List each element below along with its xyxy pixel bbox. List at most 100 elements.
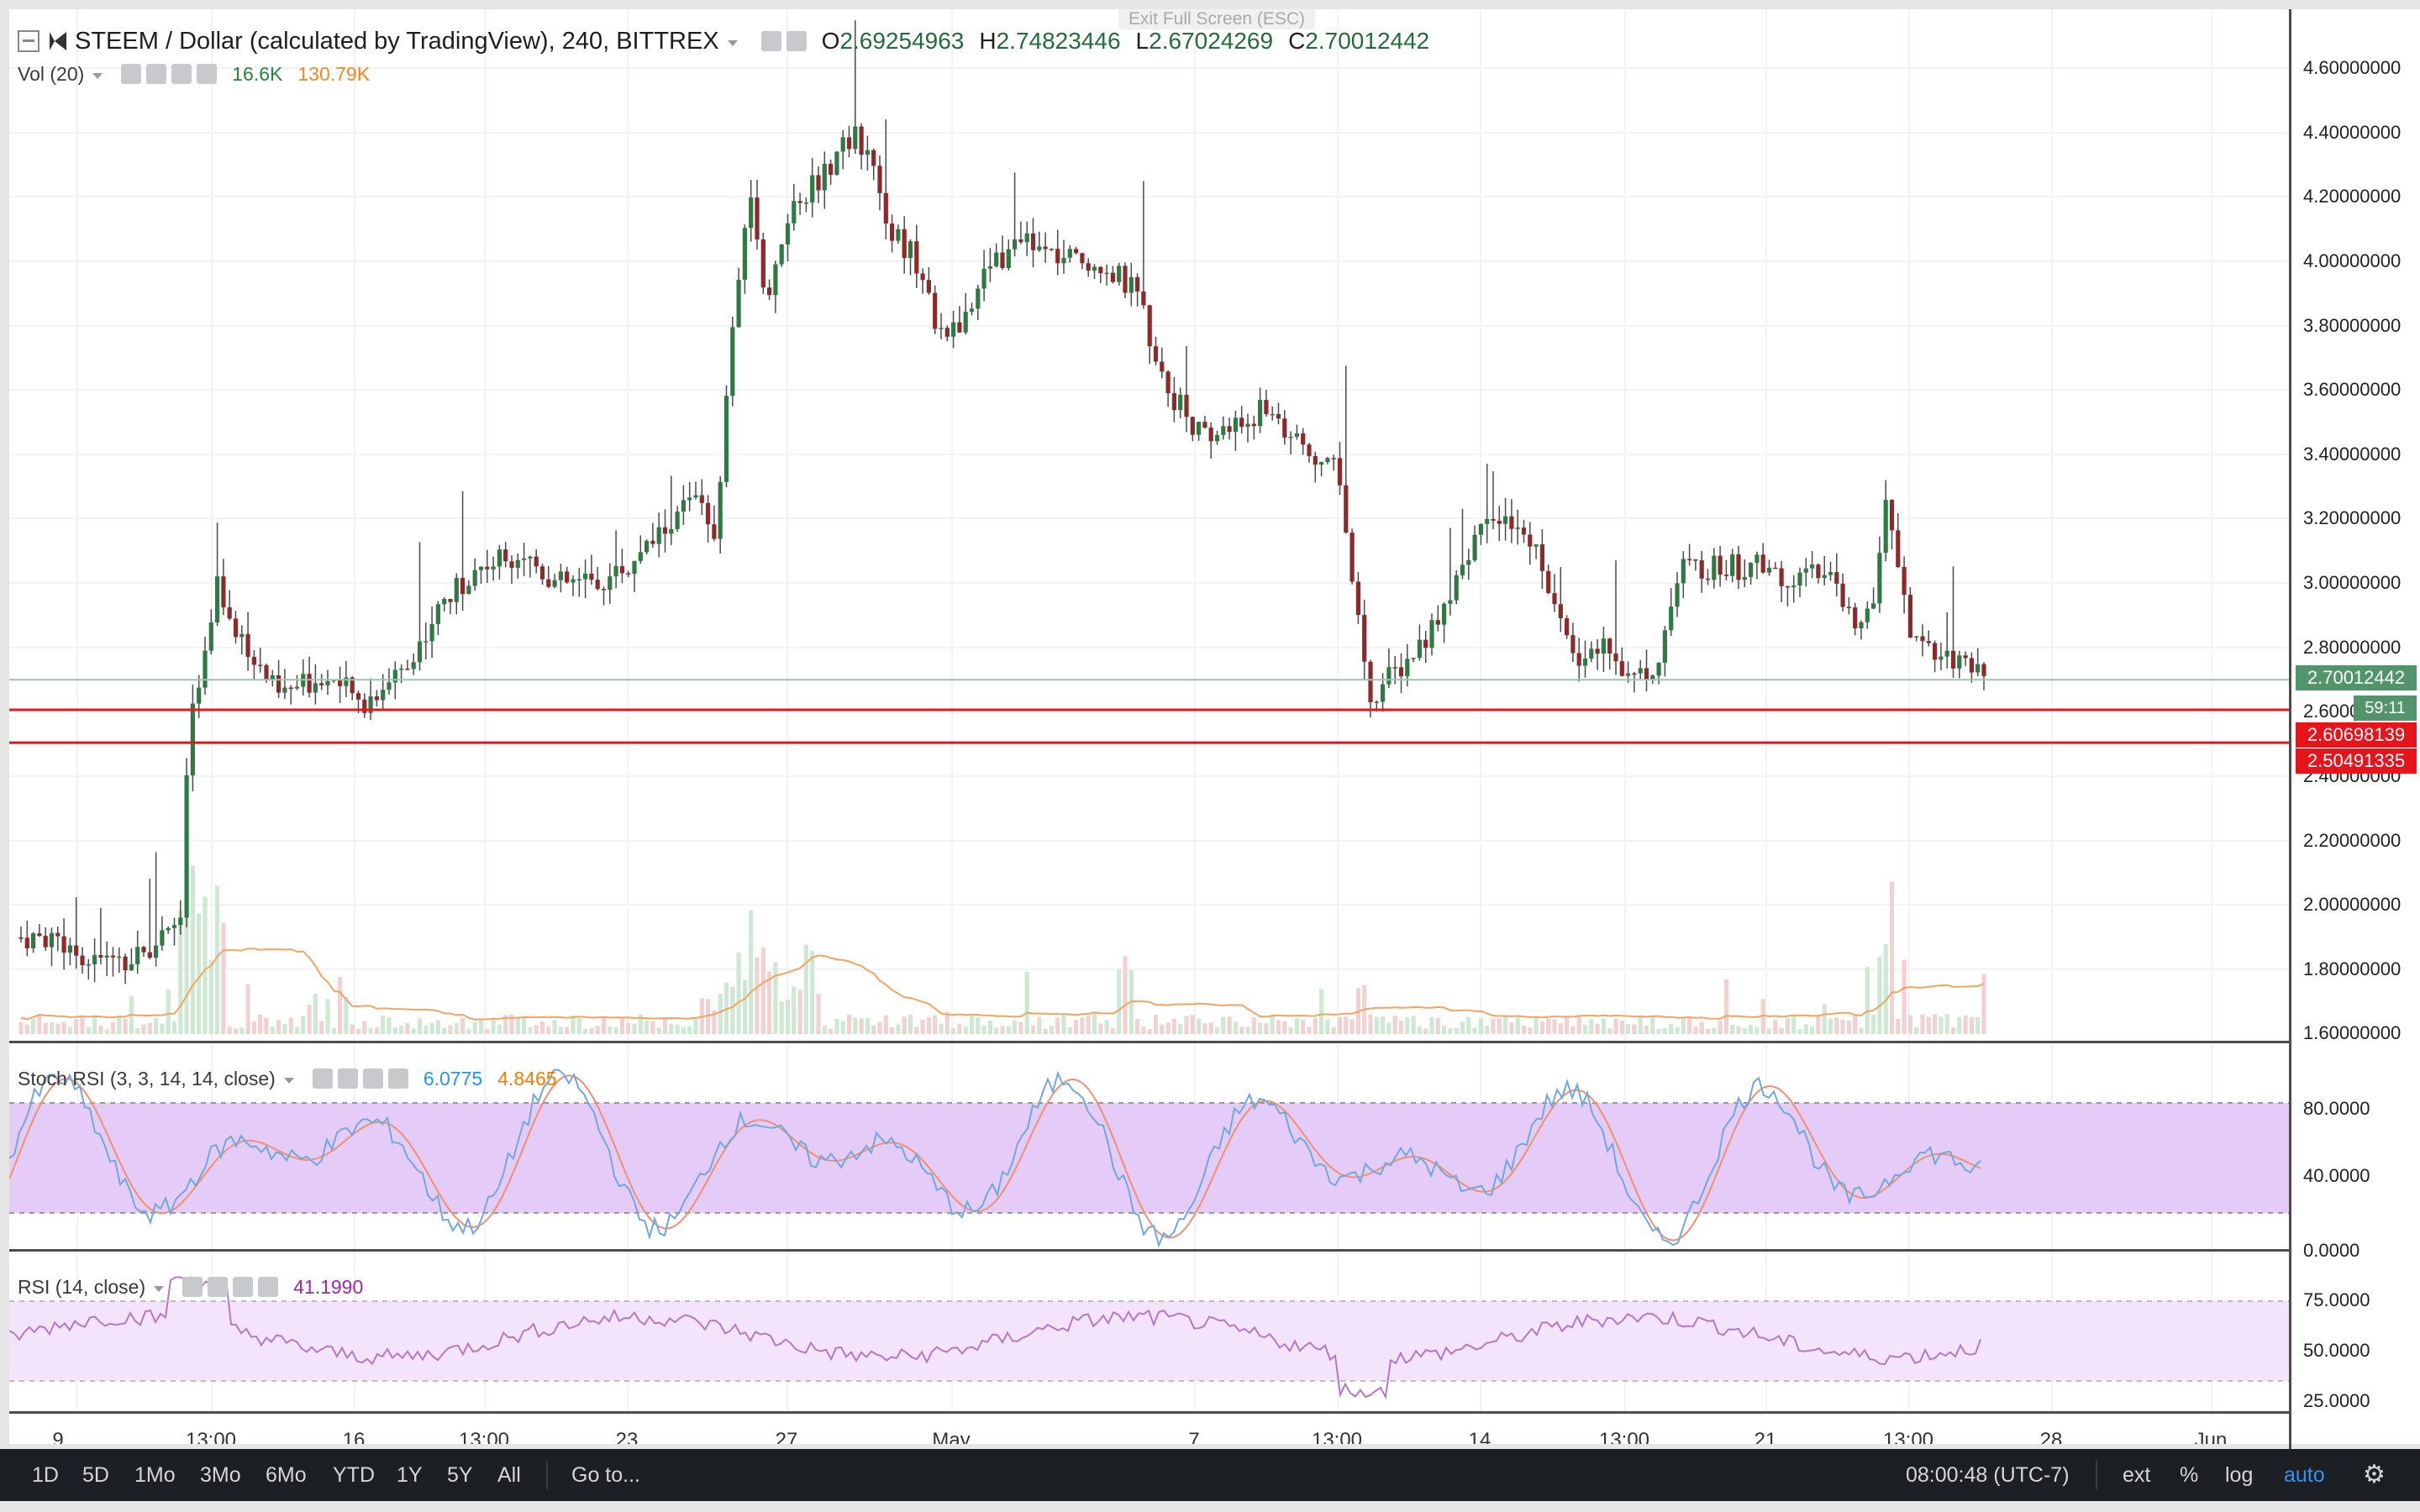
candle-body — [1950, 650, 1956, 669]
rsi-legend-name[interactable]: RSI (14, close) — [18, 1275, 146, 1298]
candle-body — [49, 932, 55, 948]
candle-body — [608, 576, 613, 590]
volume-bar — [251, 1021, 256, 1034]
gear-icon[interactable] — [337, 1068, 358, 1089]
time-label: 13:00 — [1598, 1429, 1650, 1444]
candle-body — [184, 775, 189, 918]
candle-body — [565, 571, 570, 583]
range-6mo-button[interactable]: 6Mo — [266, 1463, 307, 1487]
percent-toggle[interactable]: % — [2180, 1463, 2199, 1487]
plus-icon[interactable] — [171, 64, 192, 84]
pane-separator[interactable] — [9, 1041, 2289, 1043]
chevron-down-icon[interactable] — [92, 72, 103, 79]
volume-bar — [1037, 1016, 1042, 1034]
range-ytd-button[interactable]: YTD — [333, 1463, 375, 1487]
price-scale[interactable]: 4.60000000 4.40000000 4.20000000 4.00000… — [2291, 9, 2420, 1444]
gear-icon[interactable] — [208, 1277, 229, 1297]
candle-body — [693, 495, 698, 498]
volume-bar — [816, 994, 821, 1034]
candle-body — [1374, 701, 1379, 703]
volume-bar — [853, 1017, 858, 1034]
candle-body — [227, 607, 232, 619]
volume-legend-name[interactable]: Vol (20) — [18, 62, 85, 85]
chevron-down-icon[interactable] — [727, 39, 738, 46]
candle-body — [233, 618, 239, 638]
candle-body — [1846, 606, 1851, 608]
volume-bar — [1570, 1026, 1576, 1034]
candle-body — [1810, 564, 1815, 569]
candle-body — [135, 947, 140, 964]
range-3mo-button[interactable]: 3Mo — [200, 1463, 241, 1487]
range-1d-button[interactable]: 1D — [32, 1463, 59, 1487]
volume-bar — [442, 1027, 447, 1034]
candle-body — [546, 579, 551, 587]
volume-bar — [1013, 1020, 1018, 1034]
candle-body — [1779, 568, 1784, 586]
range-5d-button[interactable]: 5D — [82, 1463, 109, 1487]
clock-label[interactable]: 08:00:48 (UTC-7) — [1906, 1463, 2070, 1487]
rsi-chart[interactable] — [9, 1252, 2289, 1420]
volume-bar — [736, 952, 741, 1034]
chevron-down-icon[interactable] — [154, 1285, 165, 1292]
close-icon[interactable] — [387, 1068, 408, 1089]
range-1y-button[interactable]: 1Y — [397, 1463, 423, 1487]
eye-icon[interactable] — [312, 1068, 333, 1089]
candle-body — [926, 280, 931, 293]
exit-fullscreen-hint[interactable]: Exit Full Screen (ESC) — [1118, 9, 1316, 29]
volume-bar — [1178, 1023, 1183, 1034]
collapse-icon[interactable] — [18, 30, 39, 52]
candle-body — [154, 945, 159, 958]
volume-bar — [1515, 1017, 1520, 1034]
volume-bar — [1626, 1024, 1631, 1034]
log-toggle[interactable]: log — [2225, 1463, 2254, 1487]
eye-icon[interactable] — [121, 64, 142, 84]
range-all-button[interactable]: All — [497, 1463, 521, 1487]
chart-frame[interactable]: STEEM / Dollar (calculated by TradingVie… — [9, 9, 2289, 1444]
volume-bar — [1975, 1016, 1981, 1034]
goto-button[interactable]: Go to... — [571, 1463, 640, 1487]
gear-icon[interactable] — [146, 64, 167, 84]
candle-body — [1834, 572, 1839, 584]
eye-icon[interactable] — [760, 31, 781, 51]
volume-bar — [203, 896, 208, 1034]
stoch-rsi-chart[interactable] — [9, 1043, 2289, 1249]
eye-icon[interactable] — [182, 1277, 203, 1297]
range-5y-button[interactable]: 5Y — [447, 1463, 473, 1487]
candle-body — [1197, 422, 1202, 435]
pane-separator[interactable] — [9, 1249, 2289, 1252]
volume-bar — [166, 989, 171, 1034]
ext-toggle[interactable]: ext — [2123, 1463, 2151, 1487]
candle-body — [1528, 534, 1533, 547]
candle-body — [822, 164, 827, 191]
chart-title[interactable]: STEEM / Dollar (calculated by TradingVie… — [75, 27, 719, 55]
auto-toggle[interactable]: auto — [2284, 1463, 2325, 1487]
volume-bar — [307, 1004, 312, 1034]
volume-bar — [160, 1023, 165, 1034]
gear-icon[interactable]: ⚙ — [2363, 1461, 2386, 1488]
plus-icon[interactable] — [362, 1068, 383, 1089]
candle-body — [963, 312, 968, 333]
candle-body — [662, 527, 668, 534]
volume-bar — [1392, 1016, 1397, 1034]
volume-bar — [1509, 1022, 1514, 1034]
close-icon[interactable] — [258, 1277, 279, 1297]
volume-bar — [1258, 1022, 1263, 1034]
volume-bar — [503, 1015, 508, 1034]
rsi-value: 41.1990 — [293, 1275, 364, 1298]
volume-bar — [994, 1027, 999, 1034]
stoch-legend-name[interactable]: Stoch RSI (3, 3, 14, 14, close) — [18, 1067, 276, 1089]
close-icon[interactable] — [197, 64, 218, 84]
volume-bar — [1055, 1017, 1060, 1034]
line1-price-label: 2.60698139 — [2296, 722, 2417, 748]
price-chart[interactable] — [9, 9, 2289, 1042]
gear-icon[interactable] — [786, 31, 807, 51]
range-1mo-button[interactable]: 1Mo — [134, 1463, 176, 1487]
candle-body — [846, 137, 852, 150]
candle-body — [969, 308, 975, 312]
volume-bar — [1705, 1028, 1711, 1034]
volume-bar — [1282, 1021, 1287, 1034]
candle-body — [276, 675, 281, 693]
plus-icon[interactable] — [233, 1277, 254, 1297]
candle-body — [178, 917, 183, 926]
chevron-down-icon[interactable] — [283, 1077, 294, 1084]
